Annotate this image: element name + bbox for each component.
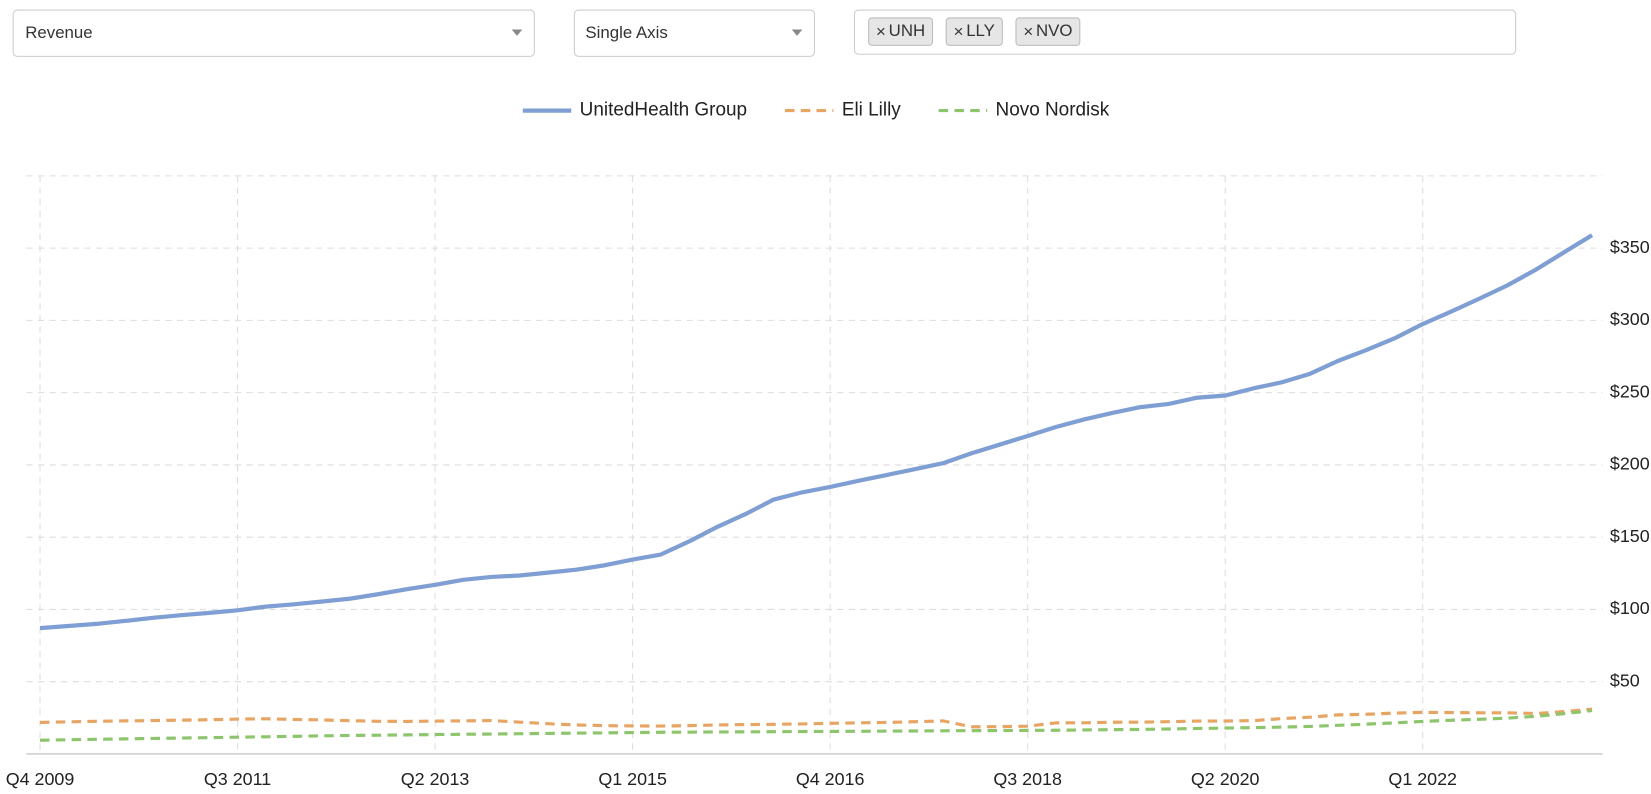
tag-remove-icon: × [876, 22, 886, 41]
tag-box [945, 17, 1003, 46]
series-line [39, 233, 1594, 631]
y-tick-label: $100 [1610, 598, 1650, 618]
legend: UnitedHealth Group Eli Lilly Novo Nordisk [522, 100, 1110, 121]
series-line [39, 708, 1593, 742]
x-tick-label: Q3 2018 [993, 769, 1062, 789]
tag-box [868, 17, 934, 46]
tag-label: NVO [1036, 21, 1072, 40]
x-tick-label: Q4 2009 [6, 769, 75, 789]
ticker-tag[interactable]: × LLY [945, 17, 1003, 46]
y-tick-label: $150 [1610, 526, 1650, 546]
y-tick-label: $200 [1610, 454, 1650, 474]
y-tick-label: $300 [1610, 309, 1650, 329]
metric-value: Revenue [25, 23, 92, 42]
tag-remove-icon: × [954, 22, 964, 41]
tag-box [1015, 17, 1081, 46]
legend-item: Eli Lilly [784, 100, 901, 121]
x-tick-label: Q4 2016 [796, 769, 865, 789]
x-tick-label: Q1 2015 [598, 769, 667, 789]
axis-dropdown[interactable]: Single Axis [573, 9, 815, 57]
legend-item: UnitedHealth Group [522, 100, 747, 121]
y-tick-label: $50 [1610, 670, 1640, 690]
legend-label: Eli Lilly [842, 100, 901, 121]
legend-item: Novo Nordisk [938, 100, 1110, 121]
legend-label: Novo Nordisk [996, 100, 1110, 121]
ticker-select[interactable]: × UNH × LLY × NVO [853, 9, 1517, 55]
tag-remove-icon: × [1023, 22, 1033, 41]
ticker-tag[interactable]: × NVO [1015, 17, 1081, 46]
y-tick-label: $250 [1610, 381, 1650, 401]
x-tick-label: Q1 2022 [1388, 769, 1457, 789]
tag-label: UNH [889, 21, 925, 40]
legend-label: UnitedHealth Group [580, 100, 747, 121]
y-tick-label: $350 [1610, 237, 1650, 257]
x-tick-label: Q3 2011 [204, 769, 271, 789]
tag-label: LLY [966, 21, 995, 40]
series-line [39, 707, 1593, 729]
metric-dropdown[interactable]: Revenue [12, 9, 535, 57]
x-tick-label: Q2 2020 [1191, 769, 1260, 789]
x-tick-label: Q2 2013 [401, 769, 470, 789]
axis-mode-value: Single Axis [585, 23, 667, 42]
ticker-tag[interactable]: × UNH [868, 17, 934, 46]
